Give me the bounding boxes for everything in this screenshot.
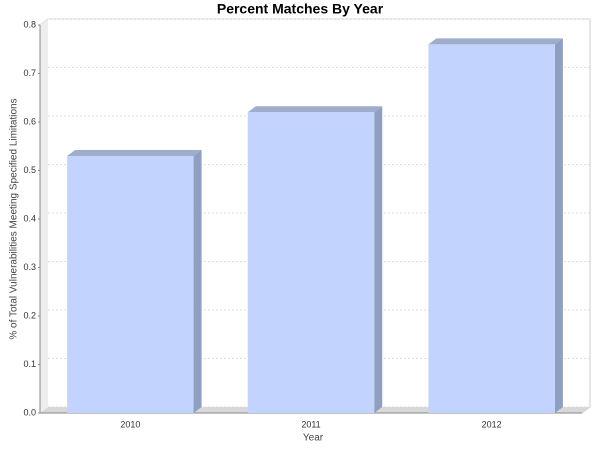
- x-tick-label: 2011: [301, 419, 320, 429]
- y-axis-label: % of Total Vulnerabilities Meeting Speci…: [9, 98, 20, 339]
- bar-side: [374, 106, 383, 414]
- y-tick-label: 0.8: [23, 19, 36, 29]
- x-tick-label: 2012: [482, 419, 502, 429]
- y-tick-label: 0.2: [23, 310, 36, 320]
- chart-title: Percent Matches By Year: [217, 1, 384, 17]
- bar-top: [428, 38, 563, 45]
- bar: [247, 112, 375, 414]
- bar: [67, 155, 194, 413]
- bar-top: [67, 149, 202, 156]
- y-tick-label: 0.0: [23, 407, 36, 417]
- side-wall: [40, 19, 48, 413]
- y-tick-label: 0.5: [23, 165, 36, 175]
- y-tick-label: 0.1: [23, 359, 36, 369]
- y-tick-label: 0.7: [23, 68, 36, 78]
- bar-top: [247, 106, 383, 113]
- x-axis-label: Year: [303, 433, 324, 444]
- bar-side: [554, 38, 563, 414]
- y-tick-label: 0.3: [23, 262, 36, 272]
- bar-side: [193, 149, 202, 413]
- x-tick-label: 2010: [120, 419, 140, 429]
- y-tick-label: 0.6: [23, 116, 36, 126]
- y-tick-label: 0.4: [23, 213, 36, 223]
- bar: [428, 44, 555, 414]
